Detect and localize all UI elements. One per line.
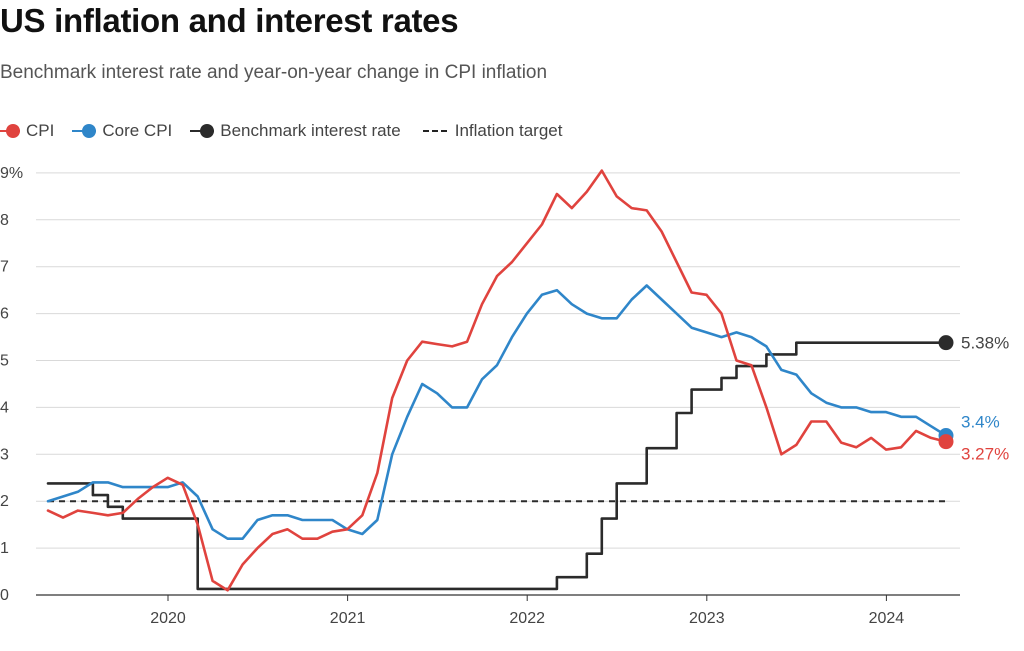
y-tick-label: 3 xyxy=(0,446,9,463)
x-tick-label: 2023 xyxy=(689,610,725,627)
legend-target-label: Inflation target xyxy=(454,121,563,140)
core-cpi-end-label: 3.4% xyxy=(961,413,1000,432)
legend-item-target[interactable]: Inflation target xyxy=(419,121,563,141)
chart-title: US inflation and interest rates xyxy=(0,2,459,39)
legend-item-core-cpi[interactable]: Core CPI xyxy=(72,121,172,141)
chart-subtitle: Benchmark interest rate and year-on-year… xyxy=(0,62,548,83)
y-tick-label: 9% xyxy=(0,165,23,182)
legend-item-benchmark[interactable]: Benchmark interest rate xyxy=(190,121,401,141)
benchmark-end-marker xyxy=(938,335,954,351)
y-tick-label: 6 xyxy=(0,306,9,323)
cpi-end-marker xyxy=(938,434,954,450)
cpi-end-label: 3.27% xyxy=(961,445,1009,464)
y-tick-label: 0 xyxy=(0,587,9,604)
y-tick-label: 7 xyxy=(0,259,9,276)
legend-benchmark-label: Benchmark interest rate xyxy=(220,121,401,140)
legend-target-marker xyxy=(422,130,447,132)
x-tick-label: 2024 xyxy=(869,610,905,627)
legend: CPI Core CPI Benchmark interest rate Inf… xyxy=(0,121,580,141)
y-tick-label: 2 xyxy=(0,493,9,510)
legend-core-cpi-marker xyxy=(72,123,97,139)
x-tick-label: 2021 xyxy=(330,610,366,627)
legend-cpi-label: CPI xyxy=(26,121,55,140)
y-tick-label: 5 xyxy=(0,353,9,370)
legend-item-cpi[interactable]: CPI xyxy=(0,121,54,141)
core-cpi-line xyxy=(46,284,948,540)
legend-cpi-marker xyxy=(0,123,20,139)
benchmark-end-label: 5.38% xyxy=(961,334,1009,353)
y-tick-label: 1 xyxy=(0,540,9,557)
benchmark-line xyxy=(46,341,948,591)
x-tick-label: 2022 xyxy=(509,610,545,627)
y-tick-label: 4 xyxy=(0,399,9,416)
cpi-line xyxy=(46,169,948,592)
x-tick-label: 2020 xyxy=(150,610,186,627)
y-tick-label: 8 xyxy=(0,212,9,229)
legend-benchmark-marker xyxy=(190,123,215,139)
legend-core-cpi-label: Core CPI xyxy=(102,121,173,140)
